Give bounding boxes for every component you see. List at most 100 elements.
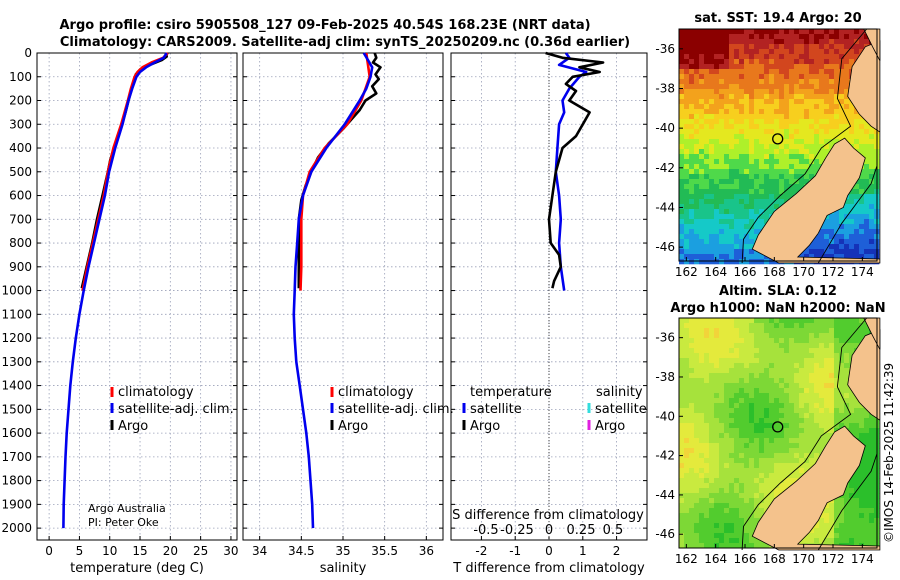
map-cell xyxy=(749,408,755,414)
map-cell xyxy=(764,348,770,354)
map-cell xyxy=(774,418,780,424)
map-cell xyxy=(839,34,845,40)
map-cell xyxy=(734,59,740,65)
map-cell xyxy=(794,393,800,399)
map-cell xyxy=(759,423,765,429)
map-cell xyxy=(704,139,710,145)
map-cell xyxy=(749,333,755,339)
map-cell xyxy=(819,353,825,359)
map-cell xyxy=(724,383,730,389)
map-cell xyxy=(754,99,760,105)
x-tick-label: 0 xyxy=(545,544,553,558)
map-cell xyxy=(769,54,775,60)
y-tick-label: 500 xyxy=(9,165,32,179)
map-cell xyxy=(824,49,830,55)
map-cell xyxy=(794,403,800,409)
map-cell xyxy=(869,199,875,205)
map-cell xyxy=(699,358,705,364)
map-cell xyxy=(704,328,710,334)
map-cell xyxy=(699,249,705,255)
map-cell xyxy=(709,468,715,474)
map-cell xyxy=(789,478,795,484)
map-cell xyxy=(749,179,755,185)
map-cell xyxy=(709,114,715,120)
map-cell xyxy=(744,478,750,484)
map-cell xyxy=(759,184,765,190)
map-cell xyxy=(829,229,835,235)
map-cell xyxy=(704,458,710,464)
map-cell xyxy=(769,413,775,419)
map-cell xyxy=(804,109,810,115)
map-cell xyxy=(724,139,730,145)
map-cell xyxy=(689,388,695,394)
map-cell xyxy=(859,244,865,250)
map-cell xyxy=(809,433,815,439)
map-cell xyxy=(784,129,790,135)
map-cell xyxy=(759,109,765,115)
map-cell xyxy=(734,149,740,155)
map-cell xyxy=(784,333,790,339)
map-cell xyxy=(774,109,780,115)
map-cell xyxy=(704,199,710,205)
map-cell xyxy=(679,423,685,429)
map-cell xyxy=(854,129,860,135)
map-cell xyxy=(714,388,720,394)
map-cell xyxy=(719,79,725,85)
map-cell xyxy=(849,348,855,354)
map-cell xyxy=(839,373,845,379)
map-cell xyxy=(744,323,750,329)
map-cell xyxy=(834,139,840,145)
map-cell xyxy=(774,393,780,399)
map-cell xyxy=(754,353,760,359)
map-cell xyxy=(739,368,745,374)
map-cell xyxy=(679,403,685,409)
map-cell xyxy=(814,134,820,140)
map-cell xyxy=(859,129,865,135)
map-cell xyxy=(864,214,870,220)
map-cell xyxy=(794,418,800,424)
map-cell xyxy=(729,84,735,90)
map-cell xyxy=(699,64,705,70)
map-cell xyxy=(794,408,800,414)
map-cell xyxy=(849,119,855,125)
map-cell xyxy=(679,483,685,489)
map-cell xyxy=(684,438,690,444)
map-cell xyxy=(704,44,710,50)
map-cell xyxy=(689,473,695,479)
map-cell xyxy=(754,209,760,215)
map-cell xyxy=(704,249,710,255)
map-cell xyxy=(814,39,820,45)
map-cell xyxy=(769,149,775,155)
map-cell xyxy=(864,34,870,40)
s-difference-ticks: -0.5 -0.25 0 0.25 0.5 xyxy=(473,523,623,538)
map-cell xyxy=(734,234,740,240)
map-cell xyxy=(754,44,760,50)
map-cell xyxy=(769,64,775,70)
map-cell xyxy=(734,453,740,459)
map-cell xyxy=(819,358,825,364)
map-cell xyxy=(749,44,755,50)
map-cell xyxy=(709,488,715,494)
map-cell xyxy=(869,139,875,145)
map-cell xyxy=(784,84,790,90)
map-cell xyxy=(744,523,750,529)
map-cell xyxy=(714,59,720,65)
map-cell xyxy=(729,428,735,434)
map-cell xyxy=(699,129,705,135)
map-cell xyxy=(684,428,690,434)
map-cell xyxy=(689,239,695,245)
map-cell xyxy=(684,413,690,419)
map-cell xyxy=(679,109,685,115)
map-cell xyxy=(724,194,730,200)
map-cell xyxy=(834,99,840,105)
map-cell xyxy=(819,323,825,329)
map-cell xyxy=(824,383,830,389)
map-cell xyxy=(774,403,780,409)
map-cell xyxy=(684,34,690,40)
series-line-argo xyxy=(80,52,168,289)
map-cell xyxy=(679,328,685,334)
map-cell xyxy=(779,328,785,334)
map-cell xyxy=(814,74,820,80)
map-cell xyxy=(799,134,805,140)
map-cell xyxy=(734,393,740,399)
